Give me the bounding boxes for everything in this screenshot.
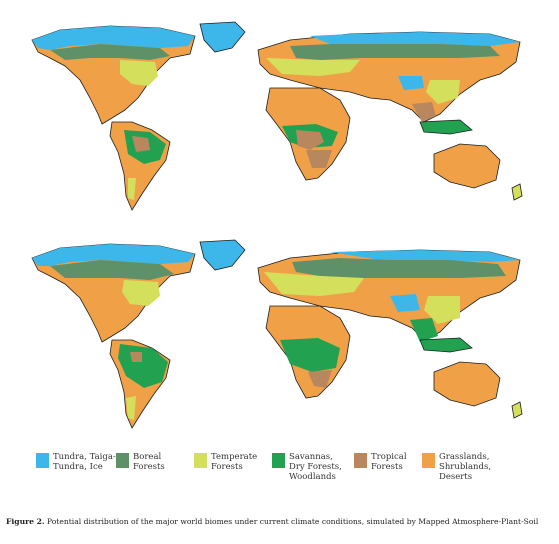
australia-landmass [433, 143, 501, 189]
world-map-top [31, 21, 523, 211]
na-tundra [32, 26, 195, 50]
eurasia-tundra [330, 250, 520, 262]
legend-swatch-tropical [354, 453, 367, 468]
eurasia-boreal [292, 258, 506, 278]
biome-map-simulated-bottom [20, 236, 540, 436]
sa-savanna [118, 344, 168, 388]
legend-label-temperate: Temperate Forests [211, 452, 258, 472]
east-asia-temperate [426, 80, 460, 104]
legend-label-savanna: Savannas, Dry Forests, Woodlands [289, 452, 342, 482]
legend-label-tundra: Tundra, Taiga- Tundra, Ice [53, 452, 116, 472]
east-asia-temperate [424, 296, 460, 324]
legend-swatch-temperate [194, 453, 207, 468]
eurasia-temperate [266, 58, 360, 76]
tibet-tundra [398, 76, 424, 90]
legend-label-boreal: Boreal Forests [133, 452, 165, 472]
eurasia-tundra [310, 32, 520, 46]
new-zealand [511, 401, 523, 419]
legend-swatch-savanna [272, 453, 285, 468]
world-map-bottom [31, 239, 523, 429]
sa-tropical [130, 352, 142, 362]
africa-south-tropical [306, 150, 332, 168]
na-temperate [122, 280, 160, 306]
legend-item-boreal: Boreal Forests [116, 452, 165, 472]
legend-label-grassland: Grasslands, Shrublands, Deserts [439, 452, 492, 482]
eurasia-temperate [264, 272, 364, 296]
legend-item-grassland: Grasslands, Shrublands, Deserts [422, 452, 491, 482]
figure-caption: Figure 2. Potential distribution of the … [6, 517, 556, 526]
na-boreal [50, 260, 174, 280]
australia-landmass [433, 361, 501, 407]
new-zealand [511, 183, 523, 201]
na-boreal [50, 44, 170, 60]
greenland [199, 21, 246, 53]
legend-item-tropical: Tropical Forests [354, 452, 407, 472]
africa-savanna [280, 338, 340, 372]
na-tundra [32, 244, 195, 266]
se-asia-tropical [412, 102, 436, 122]
africa-tropical [308, 370, 332, 388]
biome-map-current-top [20, 18, 540, 218]
eurasia-boreal [290, 44, 500, 60]
legend-label-tropical: Tropical Forests [371, 452, 407, 472]
sa-temperate [126, 396, 136, 420]
legend-item-savanna: Savannas, Dry Forests, Woodlands [272, 452, 342, 482]
legend-swatch-boreal [116, 453, 129, 468]
biome-legend: Tundra, Taiga- Tundra, Ice Boreal Forest… [36, 452, 536, 492]
sa-tropical [132, 136, 150, 152]
indonesia-landmass [419, 337, 473, 353]
legend-item-tundra: Tundra, Taiga- Tundra, Ice [36, 452, 116, 472]
figure-caption-text: Potential distribution of the major worl… [44, 517, 539, 526]
indonesia-landmass [419, 119, 473, 135]
legend-item-temperate: Temperate Forests [194, 452, 257, 472]
tibet-tundra [390, 294, 420, 312]
sa-temperate [128, 178, 136, 200]
se-asia-savanna [410, 318, 438, 342]
na-temperate [120, 60, 158, 86]
greenland [199, 239, 246, 271]
africa-tropical [296, 130, 324, 150]
legend-swatch-tundra [36, 453, 49, 468]
figure-caption-label: Figure 2. [6, 517, 45, 526]
legend-swatch-grassland [422, 453, 435, 468]
